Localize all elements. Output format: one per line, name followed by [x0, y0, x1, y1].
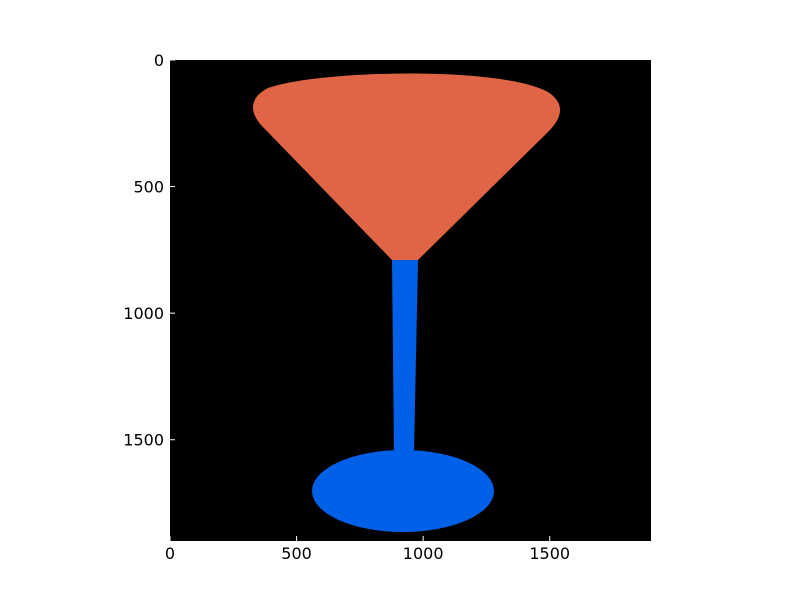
y-tick-label: 0 [154, 51, 164, 70]
y-tick-label: 500 [133, 178, 164, 197]
x-axis-ticks: 0 500 1000 1500 [165, 536, 570, 563]
x-tick-label: 1000 [403, 544, 444, 563]
x-tick-label: 1500 [529, 544, 570, 563]
glass-bowl [253, 73, 561, 260]
y-axis-ticks: 0 500 1000 1500 [123, 51, 175, 450]
x-tick-label: 0 [165, 544, 175, 563]
y-tick-label: 1000 [123, 304, 164, 323]
y-tick-label: 1500 [123, 431, 164, 450]
glass-base [312, 450, 494, 532]
glass-stem [392, 260, 418, 452]
x-tick-label: 500 [281, 544, 312, 563]
